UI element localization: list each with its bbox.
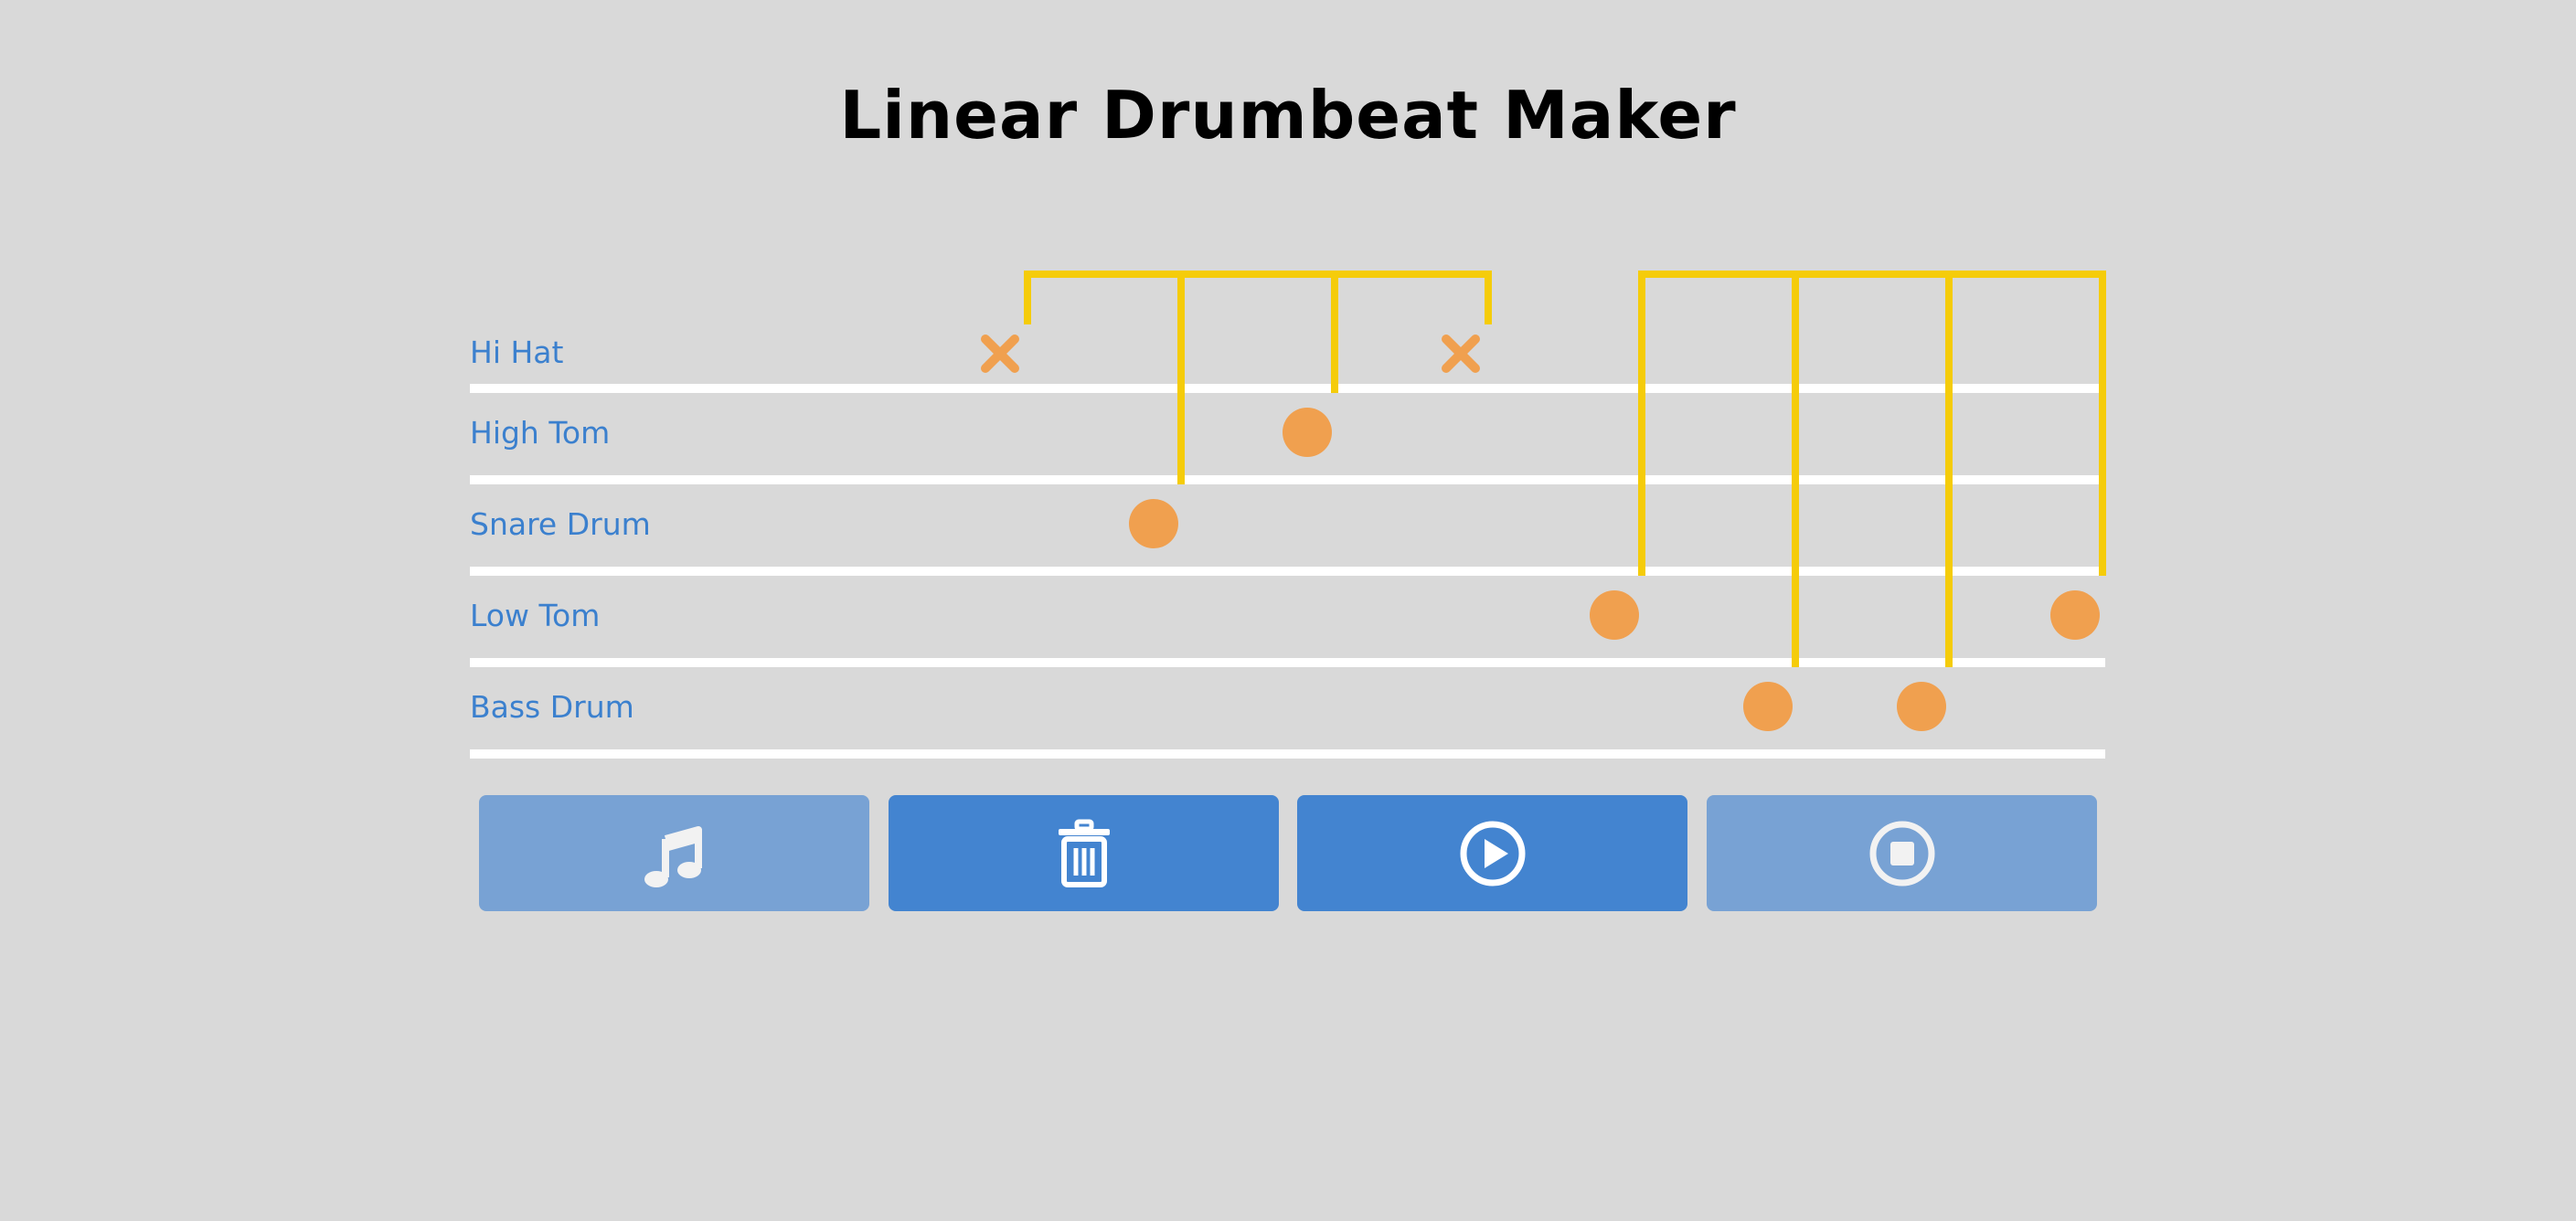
instrument-label-hi-hat: Hi Hat (470, 334, 564, 370)
trash-icon (1058, 819, 1110, 887)
hi-hat-x-note[interactable] (1442, 334, 1480, 373)
low-tom-note[interactable] (1590, 590, 1639, 640)
snare-drum-note[interactable] (1129, 499, 1178, 548)
staff-line-snare-drum (470, 567, 2105, 576)
staff-line-bass-drum (470, 749, 2105, 759)
instrument-label-snare-drum: Snare Drum (470, 506, 651, 542)
staff-line-low-tom (470, 658, 2105, 667)
staff-line-hi-hat (470, 384, 2105, 393)
high-tom-note[interactable] (1283, 408, 1332, 457)
instrument-label-high-tom: High Tom (470, 415, 611, 451)
instrument-label-low-tom: Low Tom (470, 598, 601, 633)
bass-drum-note[interactable] (1743, 682, 1793, 731)
staff-line-high-tom (470, 475, 2105, 484)
play-button[interactable] (1297, 795, 1687, 911)
stop-circle-icon (1869, 821, 1934, 886)
instrument-label-bass-drum: Bass Drum (470, 689, 634, 725)
clear-button[interactable] (889, 795, 1279, 911)
play-circle-icon (1460, 821, 1525, 886)
notes-button[interactable] (479, 795, 869, 911)
stop-button[interactable] (1707, 795, 2097, 911)
music-note-icon (644, 825, 702, 887)
hi-hat-x-note[interactable] (981, 334, 1019, 373)
bass-drum-note[interactable] (1897, 682, 1946, 731)
page-title: Linear Drumbeat Maker (839, 77, 1737, 154)
low-tom-note[interactable] (2050, 590, 2100, 640)
